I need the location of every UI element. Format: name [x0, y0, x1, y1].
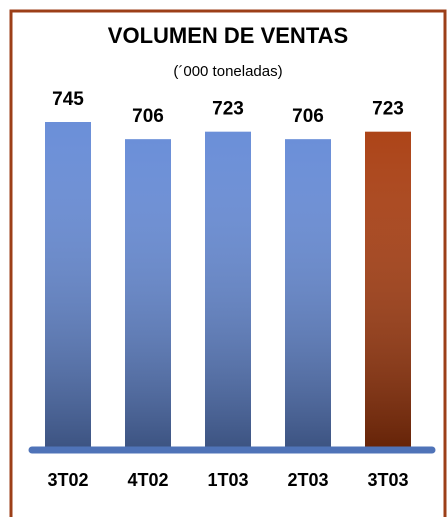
x-tick-label: 4T02 [127, 470, 168, 490]
bar-shade [205, 131, 251, 450]
value-label: 745 [52, 89, 84, 110]
bar-shade [125, 139, 171, 450]
x-tick-label: 3T03 [367, 470, 408, 490]
frame [9, 9, 447, 517]
bar-shade [285, 139, 331, 450]
chart-title: VOLUMEN DE VENTAS [108, 23, 348, 48]
chart-subtitle: (´000 toneladas) [173, 63, 282, 80]
value-label: 723 [372, 99, 404, 120]
bar-shade [45, 122, 91, 450]
value-label: 723 [212, 99, 244, 120]
x-tick-label: 2T03 [287, 470, 328, 490]
x-tick-label: 1T03 [207, 470, 248, 490]
value-label: 706 [132, 106, 164, 127]
bar-shade [365, 131, 411, 450]
x-tick-label: 3T02 [47, 470, 88, 490]
value-label: 706 [292, 106, 324, 127]
